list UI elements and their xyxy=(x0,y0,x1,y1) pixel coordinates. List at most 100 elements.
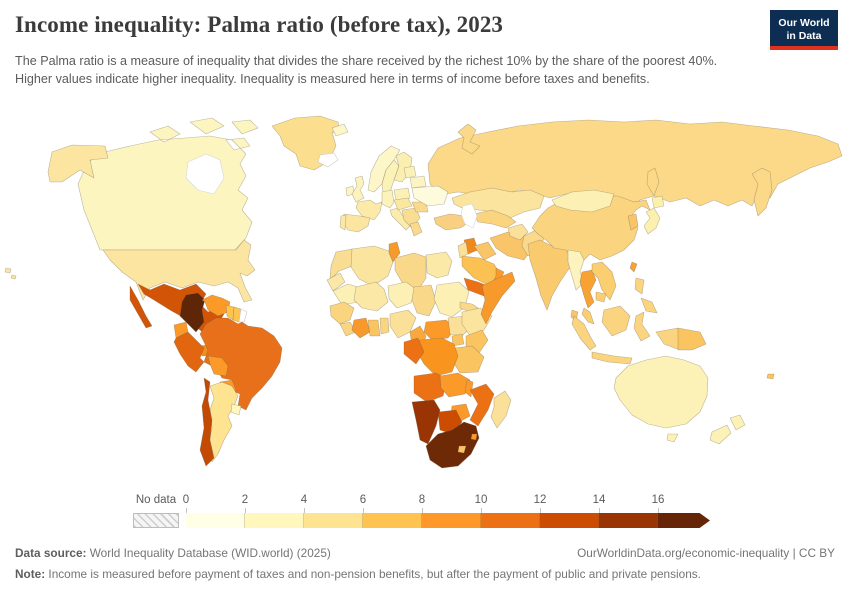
legend-bin-2-4[interactable] xyxy=(245,513,304,528)
country-iraq[interactable] xyxy=(473,241,497,261)
legend-bin-10-12[interactable] xyxy=(481,513,540,528)
country-australia[interactable] xyxy=(613,355,709,443)
country-sakhalin-russia[interactable] xyxy=(646,167,660,197)
country-uruguay[interactable] xyxy=(230,403,242,416)
legend-tick-label: 10 xyxy=(474,494,488,506)
country-jordan-israel[interactable] xyxy=(457,241,469,259)
legend-bin-14-16[interactable] xyxy=(599,513,658,528)
world-choropleth-map xyxy=(4,115,843,469)
country-cambodia[interactable] xyxy=(595,291,607,303)
legend-tick-label: 8 xyxy=(418,494,426,506)
legend-tick-mark xyxy=(245,508,246,513)
country-somalia[interactable] xyxy=(480,271,516,325)
country-thailand[interactable] xyxy=(579,269,597,309)
legend-bin-4-6[interactable] xyxy=(304,513,363,528)
hudson-bay xyxy=(185,153,225,195)
owid-logo-line1: Our World xyxy=(778,16,830,29)
country-canada[interactable] xyxy=(77,117,259,251)
country-kamchatka-russia[interactable] xyxy=(751,167,773,217)
legend-bin-16+[interactable] xyxy=(658,513,710,528)
country-taiwan[interactable] xyxy=(629,261,638,273)
country-laos-vietnam[interactable] xyxy=(591,261,617,301)
country-uzbekistan-turkmenistan[interactable] xyxy=(473,209,517,229)
country-mali[interactable] xyxy=(353,281,389,312)
country-indonesia[interactable] xyxy=(571,305,681,365)
country-portugal[interactable] xyxy=(339,214,347,231)
country-greece[interactable] xyxy=(409,221,423,237)
country-turkey[interactable] xyxy=(433,213,471,231)
country-bolivia[interactable] xyxy=(207,355,229,377)
country-namibia[interactable] xyxy=(411,399,441,445)
country-french-guiana[interactable] xyxy=(238,308,248,323)
country-brazil[interactable] xyxy=(199,317,283,411)
country-chad[interactable] xyxy=(411,284,437,317)
country-colombia[interactable] xyxy=(179,292,206,333)
note-text: Income is measured before payment of tax… xyxy=(45,567,701,581)
country-papua-new-guinea[interactable] xyxy=(677,327,707,351)
country-japan[interactable] xyxy=(643,195,665,235)
country-mozambique[interactable] xyxy=(469,383,495,427)
country-united-kingdom[interactable] xyxy=(351,175,365,203)
legend-bin-6-8[interactable] xyxy=(363,513,422,528)
country-angola[interactable] xyxy=(413,372,448,403)
page-title: Income inequality: Palma ratio (before t… xyxy=(15,12,504,37)
country-dr-congo[interactable] xyxy=(416,337,459,377)
legend-tick-label: 16 xyxy=(651,494,665,506)
country-malawi[interactable] xyxy=(464,379,474,398)
country-mongolia[interactable] xyxy=(551,189,615,213)
country-ukraine[interactable] xyxy=(411,185,449,207)
country-fiji[interactable] xyxy=(766,373,775,380)
note-label: Note: xyxy=(15,567,46,581)
country-togo-benin[interactable] xyxy=(379,317,390,335)
legend-bin-12-14[interactable] xyxy=(540,513,599,528)
owid-logo[interactable]: Our World in Data xyxy=(770,10,838,50)
country-lesotho[interactable] xyxy=(457,445,467,454)
country-baja-mexico[interactable] xyxy=(129,285,153,329)
country-new-zealand[interactable] xyxy=(709,414,746,445)
legend-tick-label: 14 xyxy=(592,494,606,506)
country-sudan[interactable] xyxy=(433,281,470,318)
country-zambia[interactable] xyxy=(439,372,471,398)
country-south-africa[interactable] xyxy=(425,421,480,469)
country-baltics[interactable] xyxy=(403,165,417,179)
country-cote-divoire[interactable] xyxy=(351,317,371,339)
country-peru[interactable] xyxy=(173,331,205,373)
country-philippines[interactable] xyxy=(634,277,658,314)
country-algeria[interactable] xyxy=(350,245,394,287)
country-poland[interactable] xyxy=(393,187,411,201)
country-libya[interactable] xyxy=(394,252,427,290)
country-senegal-guinea[interactable] xyxy=(329,301,355,325)
country-malaysia[interactable] xyxy=(581,307,595,325)
country-france[interactable] xyxy=(355,199,383,221)
country-hawaii-usa[interactable] xyxy=(4,267,17,280)
country-gabon-congo[interactable] xyxy=(403,337,425,365)
country-madagascar[interactable] xyxy=(490,390,512,429)
legend-color-bar xyxy=(186,513,710,528)
caspian-sea xyxy=(460,203,478,229)
no-data-swatch[interactable] xyxy=(133,513,179,528)
country-egypt[interactable] xyxy=(425,251,453,279)
country-uganda[interactable] xyxy=(451,333,465,347)
country-chile[interactable] xyxy=(199,377,215,467)
country-western-sahara[interactable] xyxy=(326,272,346,292)
legend-bin-8-10[interactable] xyxy=(422,513,481,528)
country-ghana[interactable] xyxy=(367,319,381,337)
legend-bin-0-2[interactable] xyxy=(186,513,245,528)
country-south-korea[interactable] xyxy=(627,213,639,231)
legend-tick-mark xyxy=(658,508,659,513)
country-central-europe[interactable] xyxy=(393,197,413,211)
country-alaska-usa[interactable] xyxy=(47,144,109,183)
country-germany[interactable] xyxy=(381,189,395,209)
legend-tick-label: 4 xyxy=(300,494,308,506)
country-norway[interactable] xyxy=(367,145,401,193)
country-svalbard[interactable] xyxy=(331,123,349,137)
legend-tick-mark xyxy=(186,508,187,513)
country-central-african-republic[interactable] xyxy=(423,319,457,341)
country-eswatini[interactable] xyxy=(470,433,478,441)
country-iceland[interactable] xyxy=(317,152,339,168)
country-tunisia[interactable] xyxy=(388,241,401,263)
country-niger[interactable] xyxy=(387,281,417,309)
country-belarus[interactable] xyxy=(409,175,427,189)
country-novaya-zemlya-russia[interactable] xyxy=(457,123,481,155)
owid-url-link[interactable]: OurWorldinData.org/economic-inequality |… xyxy=(577,546,835,560)
